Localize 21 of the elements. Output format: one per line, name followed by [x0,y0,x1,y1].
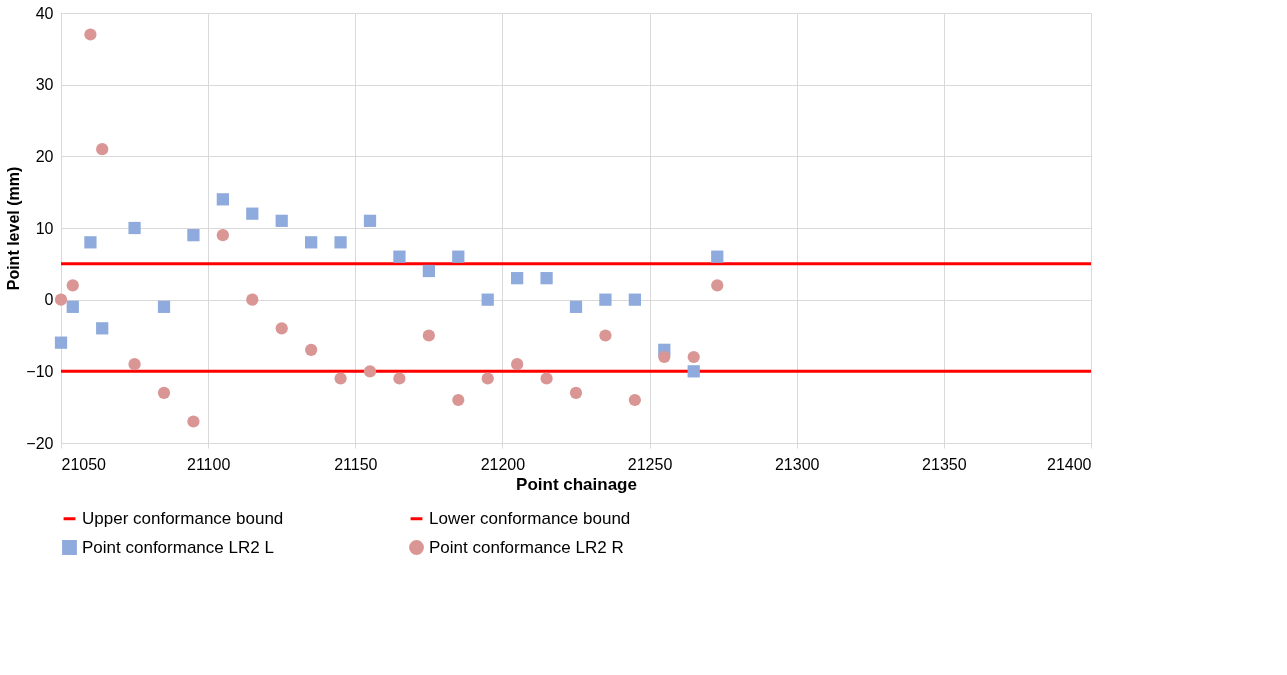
legend-label: Point conformance LR2 R [429,537,624,557]
y-tick-label: 20 [35,147,54,165]
x-tick-label: 21050 [61,455,107,473]
x-tick-label: 21350 [922,455,967,473]
x-tick-label: 21150 [334,455,378,473]
x-axis-title: Point chainage [516,474,637,494]
legend-label: Point conformance LR2 L [82,537,274,557]
x-tick-label: 21300 [774,455,820,473]
x-tick-label: 21100 [186,455,231,473]
y-tick-label: 30 [35,76,54,94]
x-tick-label: 21200 [480,455,526,473]
y-tick-label: 40 [35,4,54,22]
y-tick-label: −20 [26,434,54,452]
legend-label: Upper conformance bound [82,508,284,528]
x-tick-label: 21250 [627,455,673,473]
legend-label: Lower conformance bound [429,508,631,528]
y-axis-title: Point level (mm) [5,166,23,291]
x-tick-label: 21400 [1047,455,1092,473]
y-tick-label: −10 [26,362,54,380]
y-tick-label: 0 [44,291,54,309]
y-tick-label: 10 [35,219,54,237]
